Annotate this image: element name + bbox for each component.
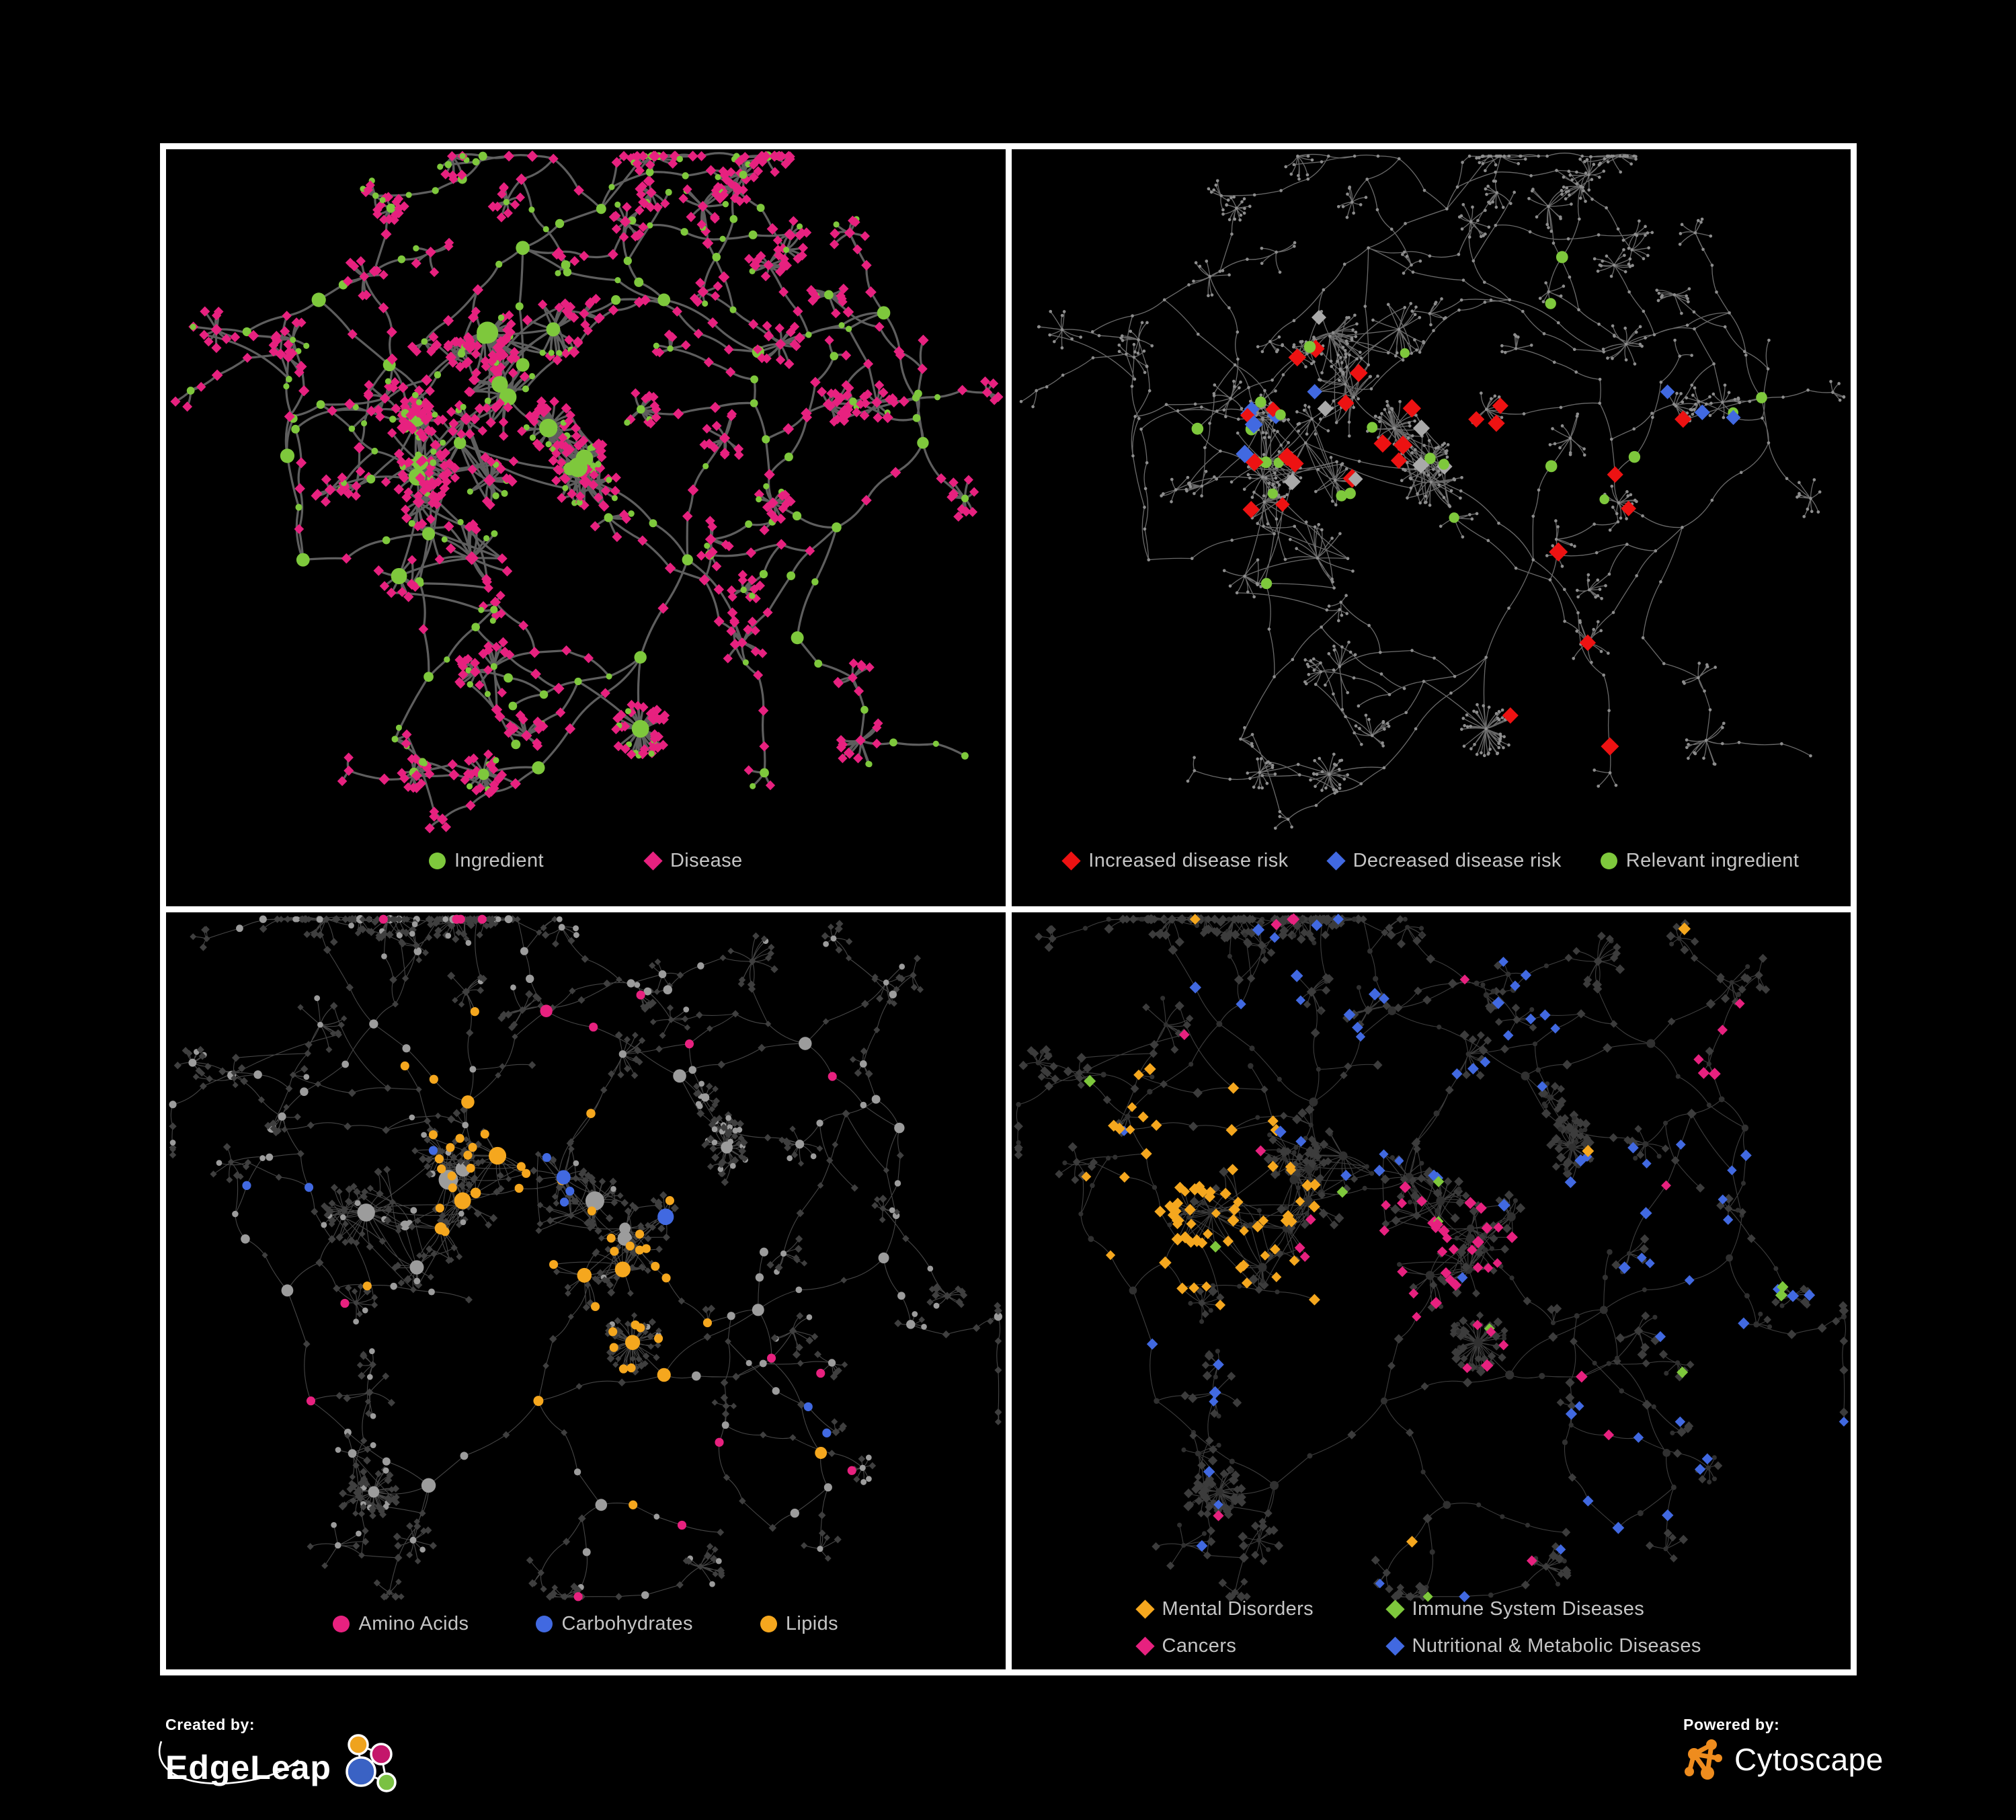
legend-ingredient-disease: Ingredient Disease [166, 850, 1006, 872]
legend-disease-risk: Increased disease risk Decreased disease… [1012, 850, 1851, 872]
legend-label: Cancers [1162, 1635, 1237, 1657]
immune-diseases-marker-icon [1385, 1599, 1405, 1619]
network-graph-disease-risk [1012, 149, 1851, 842]
legend-item-lipids: Lipids [760, 1613, 838, 1635]
network-graph-disease-classes [1012, 912, 1851, 1605]
legend-item-increased-risk: Increased disease risk [1061, 850, 1289, 872]
legend-item-ingredient: Ingredient [428, 850, 544, 872]
legend-item-mental-disorders: Mental Disorders [1135, 1598, 1387, 1620]
panel-ingredient-disease: Ingredient Disease [166, 149, 1006, 906]
panel-grid: Ingredient Disease Increased disease ris… [160, 143, 1857, 1675]
lipids-marker-icon [760, 1616, 777, 1632]
legend-label: Ingredient [454, 850, 544, 871]
decreased-risk-marker-icon [1326, 851, 1346, 871]
ingredient-marker-icon [428, 853, 446, 869]
cancers-marker-icon [1135, 1636, 1155, 1656]
cytoscape-logo-icon [1685, 1739, 1722, 1780]
edgeleap-logo-icon [346, 1734, 397, 1792]
legend-item-carbohydrates: Carbohydrates [536, 1613, 692, 1635]
cytoscape-wordmark: Cytoscape [1734, 1742, 1884, 1777]
cytoscape-brand: Cytoscape [1683, 1735, 1884, 1784]
panel-disease-risk: Increased disease risk Decreased disease… [1011, 149, 1851, 906]
powered-by-block: Powered by: Cytoscape [1683, 1716, 1884, 1784]
legend-item-cancers: Cancers [1135, 1635, 1387, 1657]
legend-label: Relevant ingredient [1625, 850, 1800, 871]
legend-item-decreased-risk: Decreased disease risk [1326, 850, 1562, 872]
legend-item-nutritional-metabolic-diseases: Nutritional & Metabolic Diseases [1385, 1635, 1701, 1657]
legend-label: Immune System Diseases [1412, 1598, 1645, 1620]
relevant-ingredient-marker-icon [1600, 853, 1617, 869]
panel-ingredient-classes: Amino Acids Carbohydrates Lipids [166, 912, 1006, 1669]
increased-risk-marker-icon [1061, 851, 1081, 871]
legend-item-relevant-ingredient: Relevant ingredient [1600, 850, 1800, 872]
created-by-caption: Created by: [165, 1716, 255, 1733]
legend-ingredient-classes: Amino Acids Carbohydrates Lipids [166, 1613, 1006, 1635]
legend-item-immune-system-diseases: Immune System Diseases [1385, 1598, 1701, 1620]
legend-label: Mental Disorders [1162, 1598, 1314, 1620]
mental-disorders-marker-icon [1135, 1599, 1155, 1619]
disease-marker-icon [643, 851, 663, 871]
legend-label: Increased disease risk [1088, 850, 1289, 871]
legend-label: Lipids [785, 1613, 839, 1634]
legend-item-disease: Disease [643, 850, 743, 872]
legend-label: Disease [670, 850, 743, 871]
nutritional-metabolic-marker-icon [1385, 1636, 1405, 1656]
legend-label: Carbohydrates [561, 1613, 693, 1634]
powered-by-caption: Powered by: [1683, 1716, 1780, 1733]
amino-acids-marker-icon [333, 1616, 350, 1632]
legend-disease-classes: Mental Disorders Immune System Diseases … [1135, 1598, 1701, 1657]
network-graph-ingredient-classes [166, 912, 1006, 1605]
created-by-block: Created by: EdgeLeap [159, 1716, 409, 1800]
carbohydrates-marker-icon [536, 1616, 553, 1632]
legend-label: Nutritional & Metabolic Diseases [1412, 1635, 1701, 1657]
edgeleap-brand: EdgeLeap [165, 1734, 409, 1800]
network-graph-ingredient-disease [166, 149, 1006, 842]
legend-item-amino-acids: Amino Acids [333, 1613, 469, 1635]
edgeleap-wordmark: EdgeLeap [165, 1749, 331, 1786]
legend-label: Amino Acids [358, 1613, 469, 1634]
legend-label: Decreased disease risk [1353, 850, 1562, 871]
panel-disease-classes: Mental Disorders Immune System Diseases … [1011, 912, 1851, 1669]
